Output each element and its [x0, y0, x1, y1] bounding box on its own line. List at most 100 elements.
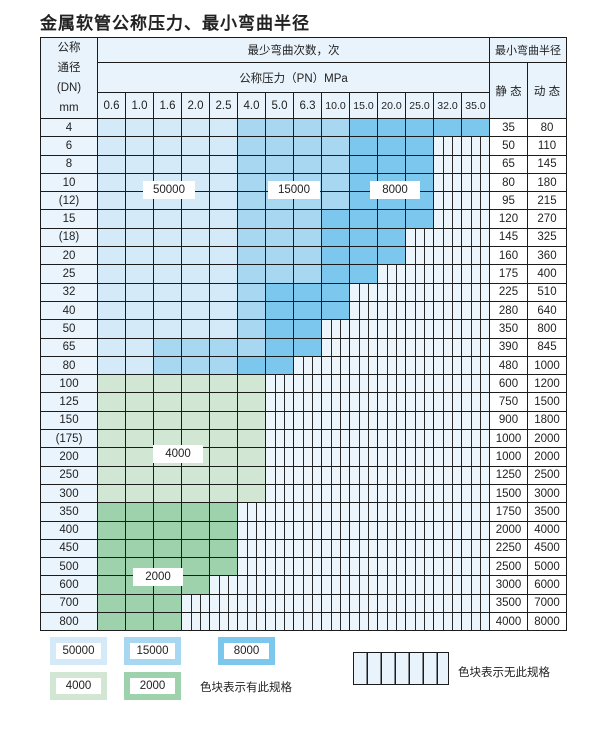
cycles-cell-2000: [125, 502, 154, 522]
cycles-cell-2000: [153, 593, 182, 614]
static-radius-cell: 1500: [489, 483, 528, 504]
table-row: 20 160 360: [40, 246, 567, 266]
table-row: 500 2500 5000: [40, 557, 567, 577]
cycles-cell-2000: [97, 612, 126, 632]
legend-4000: 4000: [50, 672, 107, 700]
pressure-column-header: 35.0: [461, 92, 490, 119]
dn-cell: 10: [40, 172, 98, 193]
static-radius-cell: 160: [489, 246, 528, 266]
unavailable-cell: [321, 465, 350, 485]
cycles-cell-4000: [97, 429, 126, 449]
table-row: (12) 95 215: [40, 191, 567, 211]
cycles-cell-8000: [293, 300, 322, 321]
cycles-cell-50000: [97, 209, 126, 229]
unavailable-cell: [265, 374, 294, 394]
unavailable-cell: [405, 319, 434, 339]
cycles-cell-4000: [125, 429, 154, 449]
unavailable-cell: [321, 429, 350, 449]
cycles-cell-15000: [237, 209, 266, 229]
cycles-cell-8000: [405, 136, 434, 156]
cycles-cell-15000: [265, 264, 294, 284]
cycles-cell-50000: [153, 209, 182, 229]
unavailable-cell: [237, 502, 266, 522]
unavailable-cell: [433, 319, 462, 339]
dynamic-radius-cell: 1500: [527, 392, 567, 412]
cycles-cell-15000: [293, 154, 322, 174]
unavailable-cell: [349, 575, 378, 595]
table-body: 4 35 80 6 50 110 8 65 145 10 80 180 (12) 95 215 15 120 27…: [40, 117, 567, 632]
unavailable-cell: [461, 520, 490, 540]
cycles-cell-4000: [237, 392, 266, 412]
unavailable-cell: [461, 337, 490, 357]
unavailable-cell: [405, 557, 434, 577]
unavailable-cell: [433, 246, 462, 266]
unavailable-cell: [209, 612, 238, 632]
unavailable-cell: [265, 429, 294, 449]
static-radius-cell: 480: [489, 355, 528, 376]
dynamic-radius-cell: 180: [527, 172, 567, 193]
cycles-cell-50000: [125, 300, 154, 321]
unavailable-cell: [321, 319, 350, 339]
unavailable-cell: [461, 227, 490, 248]
unavailable-cell: [349, 593, 378, 614]
radius-header: 最小弯曲半径: [489, 37, 567, 63]
cycles-cell-50000: [209, 209, 238, 229]
cycles-cell-4000: [97, 410, 126, 431]
cycles-cell-50000: [181, 319, 210, 339]
cycles-cell-50000: [181, 300, 210, 321]
spec-table: 公称 通径 (DN) mm 最少弯曲次数，次 最小弯曲半径 公称压力（PN）MP…: [40, 37, 567, 632]
cycles-cell-4000: [209, 465, 238, 485]
dn-cell: 125: [40, 392, 98, 412]
cycles-cell-4000: [153, 410, 182, 431]
cycles-cell-8000: [265, 300, 294, 321]
cycles-cell-4000: [125, 483, 154, 504]
dn-cell: 450: [40, 538, 98, 559]
cycles-cell-50000: [209, 136, 238, 156]
cycles-cell-8000: [293, 319, 322, 339]
cycles-cell-50000: [153, 136, 182, 156]
dn-cell: 25: [40, 264, 98, 284]
cycles-cell-15000: [237, 337, 266, 357]
pressure-column-header: 1.6: [153, 92, 182, 119]
unavailable-cell: [265, 483, 294, 504]
static-radius-cell: 1000: [489, 447, 528, 467]
cycles-cell-50000: [125, 264, 154, 284]
cycles-cell-8000: [349, 154, 378, 174]
unavailable-cell: [461, 209, 490, 229]
cycles-cell-15000: [237, 264, 266, 284]
dynamic-radius-cell: 4500: [527, 538, 567, 559]
cycles-header: 最少弯曲次数，次: [97, 37, 490, 63]
cycles-cell-15000: [237, 319, 266, 339]
cycles-cell-8000: [377, 154, 406, 174]
static-radius-cell: 4000: [489, 612, 528, 632]
pressure-column-header: 6.3: [293, 92, 322, 119]
cycles-cell-50000: [125, 227, 154, 248]
cycles-cell-50000: [153, 300, 182, 321]
unavailable-cell: [265, 575, 294, 595]
cycles-cell-50000: [97, 246, 126, 266]
unavailable-cell: [405, 502, 434, 522]
dn-cell: 4: [40, 117, 98, 138]
dn-cell: 700: [40, 593, 98, 614]
unavailable-cell: [321, 593, 350, 614]
cycles-cell-2000: [153, 612, 182, 632]
cycles-cell-4000: [181, 392, 210, 412]
pressure-column-header: 2.5: [209, 92, 238, 119]
legend-15000: 15000: [124, 637, 181, 665]
dn-cell: 150: [40, 410, 98, 431]
dynamic-radius-cell: 2000: [527, 447, 567, 467]
unavailable-cell: [321, 355, 350, 376]
cycles-cell-50000: [181, 209, 210, 229]
cycles-cell-8000: [321, 282, 350, 302]
legend-2000: 2000: [124, 672, 181, 700]
unavailable-cell: [237, 612, 266, 632]
cycles-cell-50000: [97, 282, 126, 302]
unavailable-cell: [433, 282, 462, 302]
static-radius-cell: 120: [489, 209, 528, 229]
cycles-cell-50000: [209, 264, 238, 284]
unavailable-cell: [377, 264, 406, 284]
unavailable-cell: [405, 538, 434, 559]
table-row: 100 600 1200: [40, 374, 567, 394]
cycles-cell-50000: [97, 136, 126, 156]
region-label-15000: 15000: [268, 181, 320, 199]
